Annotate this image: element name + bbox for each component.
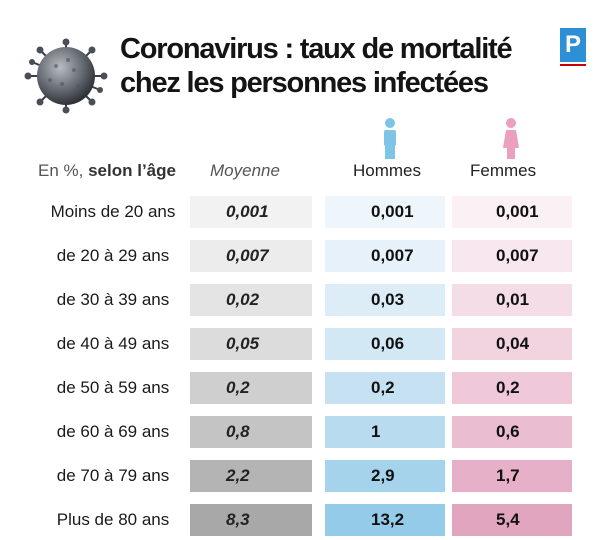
male-person-icon (384, 118, 396, 159)
value-femmes: 0,04 (452, 328, 572, 360)
value-hommes: 2,9 (325, 460, 445, 492)
female-person-icon (503, 118, 519, 159)
value-femmes: 0,001 (452, 196, 572, 228)
value-femmes: 5,4 (452, 504, 572, 536)
table-row: Plus de 80 ans 8,3 13,2 5,4 (0, 504, 607, 540)
table-row: de 20 à 29 ans 0,007 0,007 0,007 (0, 240, 607, 276)
value-femmes: 0,2 (452, 372, 572, 404)
age-group-label: de 40 à 49 ans (38, 328, 188, 360)
unit-label-bold: selon l’âge (88, 161, 176, 180)
value-moyenne: 0,8 (190, 416, 312, 448)
logo-underline (560, 64, 586, 66)
age-group-label: Plus de 80 ans (38, 504, 188, 536)
table-row: de 70 à 79 ans 2,2 2,9 1,7 (0, 460, 607, 496)
title-line-1: Coronavirus : taux de mortalité (120, 33, 513, 65)
value-hommes: 0,001 (325, 196, 445, 228)
value-moyenne: 0,2 (190, 372, 312, 404)
value-moyenne: 2,2 (190, 460, 312, 492)
age-group-label: de 30 à 39 ans (38, 284, 188, 316)
unit-label: En %, selon l’âge (38, 161, 176, 181)
title-line-2: chez les personnes infectées (120, 67, 489, 99)
value-femmes: 0,007 (452, 240, 572, 272)
column-header-hommes: Hommes (353, 161, 422, 180)
value-hommes: 0,007 (325, 240, 445, 272)
coronavirus-icon (24, 38, 108, 114)
table-row: de 40 à 49 ans 0,05 0,06 0,04 (0, 328, 607, 364)
table-row: de 30 à 39 ans 0,02 0,03 0,01 (0, 284, 607, 320)
table-row: de 60 à 69 ans 0,8 1 0,6 (0, 416, 607, 452)
value-hommes: 13,2 (325, 504, 445, 536)
value-hommes: 0,2 (325, 372, 445, 404)
value-moyenne: 0,007 (190, 240, 312, 272)
column-header-moyenne: Moyenne (210, 161, 280, 180)
value-moyenne: 0,001 (190, 196, 312, 228)
value-moyenne: 0,02 (190, 284, 312, 316)
publisher-logo: P (560, 28, 586, 62)
value-moyenne: 0,05 (190, 328, 312, 360)
age-group-label: de 20 à 29 ans (38, 240, 188, 272)
age-group-label: de 70 à 79 ans (38, 460, 188, 492)
value-femmes: 1,7 (452, 460, 572, 492)
age-group-label: Moins de 20 ans (38, 196, 188, 228)
value-moyenne: 8,3 (190, 504, 312, 536)
value-femmes: 0,6 (452, 416, 572, 448)
age-group-label: de 50 à 59 ans (38, 372, 188, 404)
column-header-femmes: Femmes (470, 161, 537, 180)
value-hommes: 0,03 (325, 284, 445, 316)
age-group-label: de 60 à 69 ans (38, 416, 188, 448)
table-row: de 50 à 59 ans 0,2 0,2 0,2 (0, 372, 607, 408)
unit-label-prefix: En %, (38, 161, 84, 180)
value-hommes: 0,06 (325, 328, 445, 360)
value-hommes: 1 (325, 416, 445, 448)
chart-title: Coronavirus : taux de mortalité chez les… (120, 32, 513, 100)
table-row: Moins de 20 ans 0,001 0,001 0,001 (0, 196, 607, 232)
value-femmes: 0,01 (452, 284, 572, 316)
